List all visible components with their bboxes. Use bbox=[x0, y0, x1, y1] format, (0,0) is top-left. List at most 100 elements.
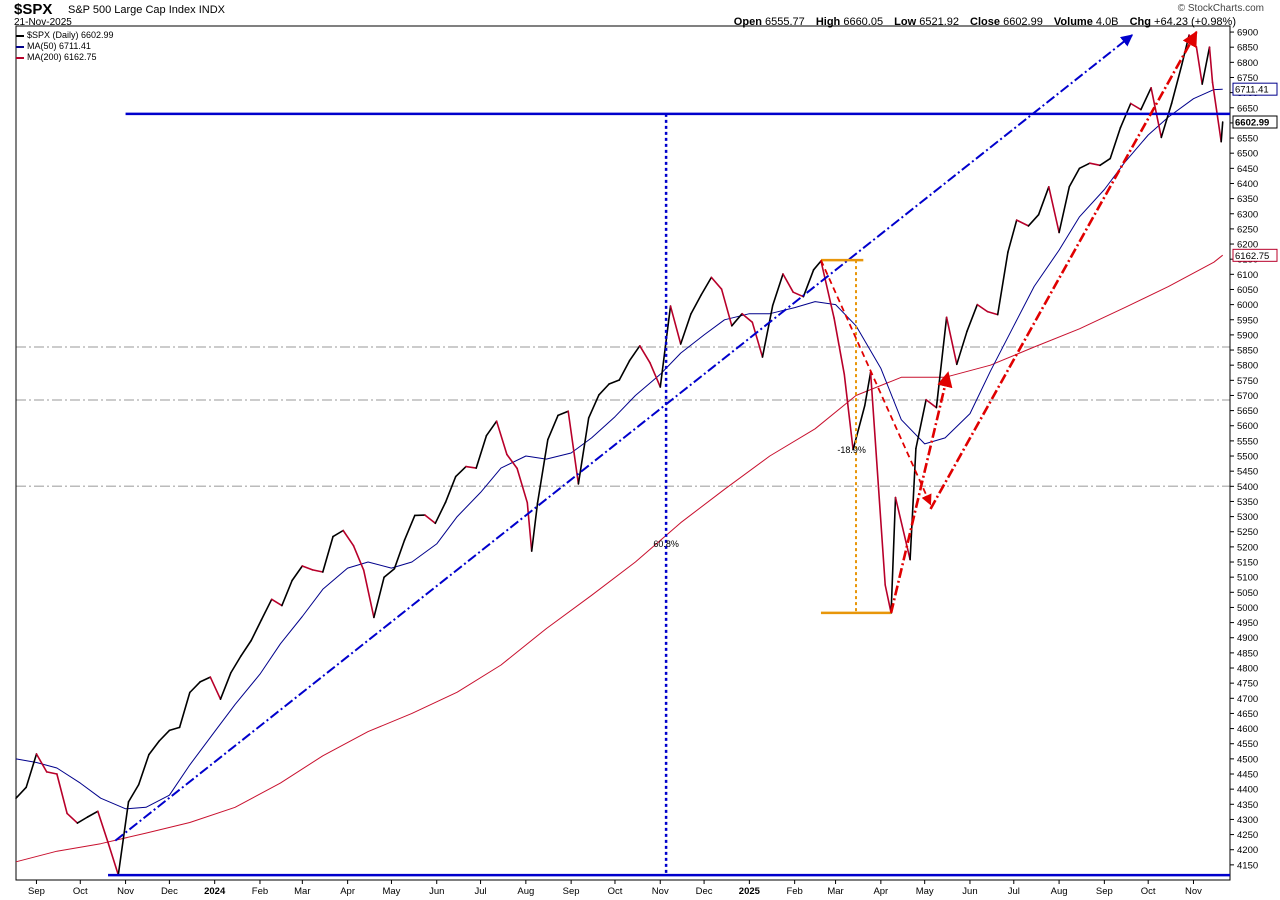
price-segment bbox=[444, 475, 457, 504]
price-segment bbox=[894, 496, 911, 561]
price-segment bbox=[1058, 186, 1071, 234]
price-segment bbox=[260, 598, 273, 621]
x-tick-label: Jun bbox=[429, 886, 444, 897]
y-tick-label: 6900 bbox=[1237, 28, 1258, 39]
y-tick-label: 4550 bbox=[1237, 739, 1258, 750]
price-segment bbox=[148, 740, 160, 756]
price-segment bbox=[1048, 186, 1060, 234]
price-segment bbox=[1119, 102, 1132, 129]
y-tick-label: 6500 bbox=[1237, 149, 1258, 160]
x-tick-label: Oct bbox=[73, 886, 88, 897]
price-segment bbox=[158, 729, 171, 742]
legend-label-price: $SPX (Daily) 6602.99 bbox=[27, 30, 114, 40]
price-segment bbox=[1129, 102, 1142, 111]
price-segment bbox=[25, 753, 38, 789]
price-segment bbox=[700, 276, 713, 296]
x-tick-label: Feb bbox=[252, 886, 268, 897]
price-segment bbox=[168, 726, 181, 732]
price-segment bbox=[15, 786, 28, 800]
y-tick-label: 4450 bbox=[1237, 770, 1258, 781]
y-tick-label: 5700 bbox=[1237, 391, 1258, 402]
price-segment bbox=[56, 773, 68, 815]
y-tick-label: 5000 bbox=[1237, 603, 1258, 614]
y-tick-label: 4600 bbox=[1237, 724, 1258, 735]
legend-item-ma200: MA(200) 6162.75 bbox=[16, 52, 114, 63]
x-tick-label: May bbox=[382, 886, 400, 897]
price-segment bbox=[117, 801, 130, 876]
price-segment bbox=[1160, 102, 1173, 139]
y-tick-label: 5150 bbox=[1237, 558, 1258, 569]
price-segment bbox=[506, 453, 518, 470]
y-tick-label: 6300 bbox=[1237, 209, 1258, 220]
x-tick-label: Oct bbox=[1141, 886, 1156, 897]
legend-label-ma50: MA(50) 6711.41 bbox=[27, 41, 91, 51]
price-segment bbox=[230, 655, 242, 674]
x-tick-label: 2024 bbox=[204, 886, 226, 897]
price-segment bbox=[618, 359, 631, 381]
price-segment bbox=[332, 529, 345, 538]
y-tick-label: 5350 bbox=[1237, 497, 1258, 508]
x-tick-label: Apr bbox=[873, 886, 888, 897]
price-segment bbox=[516, 467, 529, 504]
price-segment bbox=[567, 410, 580, 485]
y-tick-label: 4700 bbox=[1237, 694, 1258, 705]
low-label: Low bbox=[894, 16, 917, 28]
price-segment bbox=[915, 398, 927, 450]
price-segment bbox=[1109, 127, 1122, 160]
price-segment bbox=[669, 305, 682, 345]
price-segment bbox=[771, 273, 784, 307]
price-segment bbox=[219, 672, 232, 701]
price-segment bbox=[679, 313, 692, 345]
price-segment bbox=[710, 276, 723, 291]
y-tick-label: 6000 bbox=[1237, 300, 1258, 311]
x-tick-label: Jun bbox=[962, 886, 977, 897]
y-tick-label: 5750 bbox=[1237, 376, 1258, 387]
y-axis-tag: 6162.75 bbox=[1235, 251, 1269, 262]
price-segment bbox=[45, 771, 58, 775]
y-tick-label: 6050 bbox=[1237, 285, 1258, 296]
price-segment bbox=[454, 465, 467, 478]
y-tick-label: 6400 bbox=[1237, 179, 1258, 190]
price-segment bbox=[587, 394, 600, 419]
price-segment bbox=[352, 544, 365, 572]
ticker-symbol: $SPX bbox=[14, 1, 53, 18]
price-segment bbox=[1089, 162, 1101, 167]
price-segment bbox=[833, 317, 846, 376]
price-segment bbox=[393, 539, 406, 570]
stockcharts-credit: © StockCharts.com bbox=[1177, 3, 1264, 14]
y-axis-tag-box bbox=[1232, 82, 1278, 96]
price-segment bbox=[1195, 46, 1203, 85]
price-segment bbox=[465, 465, 478, 469]
price-segment bbox=[137, 753, 150, 786]
price-segment bbox=[577, 417, 590, 485]
open-label: Open bbox=[733, 16, 762, 28]
price-segment bbox=[925, 398, 938, 409]
x-tick-label: Mar bbox=[294, 886, 310, 897]
chart-legend: $SPX (Daily) 6602.99 MA(50) 6711.41 MA(2… bbox=[16, 30, 114, 63]
y-tick-label: 4150 bbox=[1237, 860, 1258, 871]
price-segment bbox=[996, 251, 1009, 316]
price-segment bbox=[761, 304, 774, 358]
x-tick-label: 2025 bbox=[739, 886, 761, 897]
x-tick-label: Jul bbox=[1008, 886, 1020, 897]
price-segment bbox=[649, 361, 662, 388]
price-segment bbox=[250, 619, 263, 642]
y-tick-label: 5200 bbox=[1237, 542, 1258, 553]
y-axis-tag-box bbox=[1232, 115, 1278, 129]
price-segment bbox=[852, 404, 866, 451]
price-segment bbox=[107, 841, 120, 876]
y-tick-label: 6550 bbox=[1237, 134, 1258, 145]
legend-swatch-ma50 bbox=[16, 45, 24, 48]
chg-label: Chg bbox=[1129, 16, 1151, 28]
y-tick-label: 5300 bbox=[1237, 512, 1258, 523]
y-tick-label: 5400 bbox=[1237, 482, 1258, 493]
price-segment bbox=[638, 344, 651, 364]
x-tick-label: Sep bbox=[28, 886, 45, 897]
price-segment bbox=[546, 414, 559, 441]
price-segment bbox=[1078, 162, 1091, 170]
price-segment bbox=[240, 639, 252, 657]
y-tick-label: 6100 bbox=[1237, 270, 1258, 281]
price-segment bbox=[86, 810, 99, 818]
